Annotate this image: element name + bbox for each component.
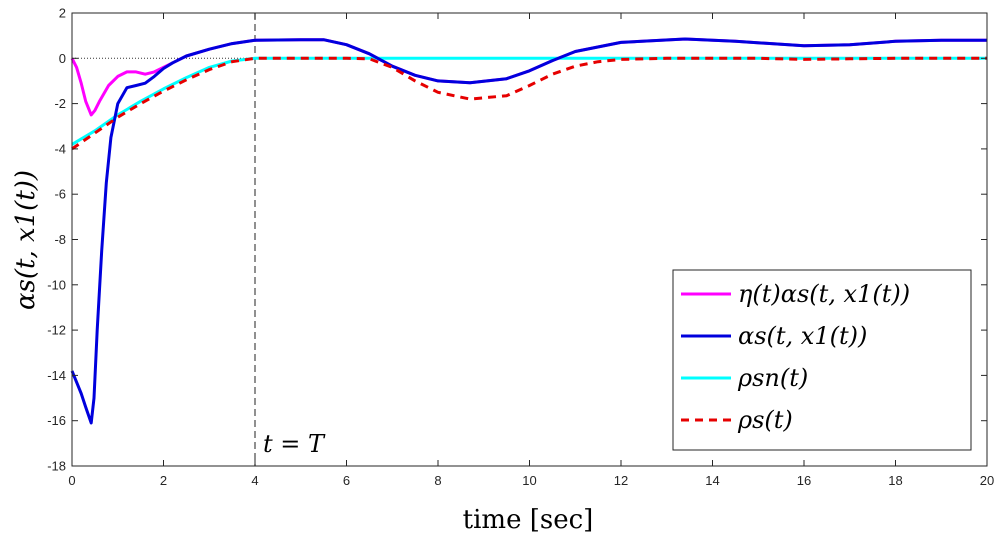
y-tick-label: -12 bbox=[47, 323, 66, 338]
y-tick-label: 2 bbox=[59, 6, 66, 21]
y-tick-label: -2 bbox=[54, 96, 66, 111]
x-tick-label: 14 bbox=[705, 473, 719, 488]
y-tick-label: -16 bbox=[47, 413, 66, 428]
x-tick-label: 4 bbox=[251, 473, 258, 488]
legend-label-2: ρsn(t) bbox=[737, 364, 808, 392]
series-group bbox=[70, 37, 987, 425]
x-tick-label: 6 bbox=[343, 473, 350, 488]
x-tick-label: 8 bbox=[434, 473, 441, 488]
legend: η(t)αs(t, x1(t)) αs(t, x1(t)) ρsn(t) ρs(t) bbox=[672, 269, 972, 451]
x-tick-label: 10 bbox=[522, 473, 536, 488]
legend-label-3: ρs(t) bbox=[737, 406, 793, 434]
y-tick-label: -8 bbox=[54, 232, 66, 247]
x-tick-label: 20 bbox=[980, 473, 994, 488]
x-tick-label: 12 bbox=[614, 473, 628, 488]
y-tick-label: -18 bbox=[47, 459, 66, 474]
x-tick-label: 0 bbox=[68, 473, 75, 488]
x-axis-label: time [sec] bbox=[463, 505, 594, 535]
series-line-2 bbox=[71, 56, 987, 146]
legend-box bbox=[672, 269, 972, 451]
series-line-3 bbox=[71, 56, 987, 151]
y-tick-label: -4 bbox=[54, 141, 66, 156]
series-line-1 bbox=[70, 37, 987, 425]
x-tick-label: 16 bbox=[797, 473, 811, 488]
vline-annotation: t = T bbox=[263, 430, 326, 458]
legend-label-1: αs(t, x1(t)) bbox=[738, 322, 867, 350]
y-tick-label: 0 bbox=[59, 51, 66, 66]
x-tick-label: 2 bbox=[160, 473, 167, 488]
legend-label-0: η(t)αs(t, x1(t)) bbox=[738, 280, 910, 308]
x-tick-label: 18 bbox=[888, 473, 902, 488]
y-tick-label: -6 bbox=[54, 187, 66, 202]
y-tick-label: -14 bbox=[47, 368, 66, 383]
y-axis-label: αs(t, x1(t)) bbox=[11, 170, 41, 310]
y-tick-label: -10 bbox=[47, 277, 66, 292]
